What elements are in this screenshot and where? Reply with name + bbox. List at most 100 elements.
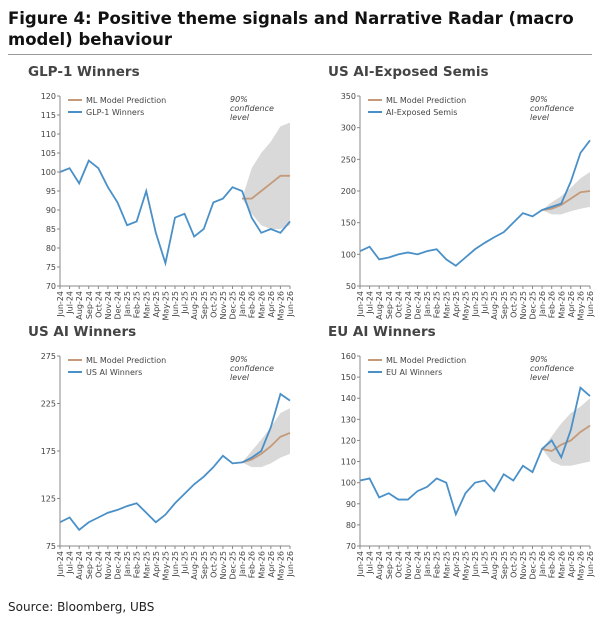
x-tick-label: May-25 [461,551,470,580]
x-tick-label: Nov-24 [404,291,413,319]
x-tick-label: Oct-25 [509,551,518,578]
y-tick-label: 70 [46,282,56,291]
x-tick-label: Aug-25 [490,551,499,580]
y-tick-label: 100 [341,479,356,488]
x-tick-label: Feb-26 [248,551,257,578]
x-tick-label: Jan-26 [538,291,547,317]
x-tick-label: Sep-25 [200,291,209,319]
x-tick-label: Jan-26 [238,291,247,317]
y-tick-label: 100 [341,250,356,259]
annotation: 90% confidence level [530,95,574,122]
y-tick-label: 200 [341,187,356,196]
y-tick-label: 50 [346,282,356,291]
confidence-band [242,122,290,229]
y-tick-label: 80 [46,244,56,253]
x-tick-label: Jul-24 [66,551,75,575]
legend-label: ML Model Prediction [86,356,166,365]
x-tick-label: Feb-25 [433,291,442,318]
y-tick-label: 85 [46,225,56,234]
x-tick-label: Oct-25 [209,291,218,318]
x-tick-label: Dec-24 [114,291,123,320]
x-tick-label: Jan-25 [423,291,432,317]
chart-panel: EU AI Winners 70 80 90 100 110 120 130 140 150 160… [328,324,595,580]
series-line [59,392,291,532]
x-tick-label: Jun-26 [586,551,595,578]
y-tick-label: 130 [341,415,356,424]
legend-label: ML Model Prediction [86,96,166,105]
x-tick-label: Dec-24 [414,551,423,580]
x-tick-label: Jun-26 [286,551,295,578]
x-tick-label: Jun-25 [171,291,180,318]
x-tick-label: Jun-24 [356,551,365,578]
y-tick-label: 115 [41,111,56,120]
y-tick-label: 80 [346,521,356,530]
x-tick-label: Jul-24 [366,291,375,315]
x-tick-label: Jun-25 [471,291,480,318]
legend-label: EU AI Winners [386,368,442,377]
confidence-band [542,398,590,466]
y-tick-label: 350 [341,92,356,101]
chart-title: US AI Winners [28,324,136,340]
x-tick-label: Feb-26 [548,291,557,318]
y-tick-label: 150 [341,219,356,228]
x-tick-label: Jan-26 [538,551,547,577]
x-tick-label: Nov-25 [519,291,528,319]
x-tick-label: Jun-25 [471,551,480,578]
x-tick-label: Apr-26 [567,551,576,577]
x-tick-label: Mar-25 [442,291,451,319]
x-tick-label: Dec-24 [414,291,423,320]
x-tick-label: Jul-24 [366,551,375,575]
annotation: 90% confidence level [530,355,574,382]
x-tick-label: Dec-24 [114,551,123,580]
x-tick-label: Nov-25 [219,291,228,319]
x-tick-label: Jun-26 [286,291,295,318]
x-tick-label: Jun-24 [356,291,365,318]
x-tick-label: Aug-25 [490,291,499,320]
x-tick-label: Aug-24 [75,551,84,580]
x-tick-label: Oct-24 [394,551,403,578]
x-tick-label: Dec-25 [229,291,238,320]
x-tick-label: Mar-26 [557,551,566,579]
x-tick-label: Mar-26 [257,291,266,319]
legend-label: US AI Winners [86,368,142,377]
x-tick-label: Sep-24 [385,551,394,579]
x-tick-label: Mar-25 [142,551,151,579]
x-tick-label: Aug-25 [190,291,199,320]
x-tick-label: May-25 [461,291,470,320]
y-tick-label: 100 [41,168,56,177]
x-tick-label: Jun-24 [56,551,65,578]
x-tick-label: Aug-25 [190,551,199,580]
y-tick-label: 95 [46,187,56,196]
y-tick-label: 250 [341,155,356,164]
x-tick-label: Apr-26 [267,551,276,577]
y-tick-label: 300 [341,124,356,133]
y-tick-label: 140 [341,394,356,403]
x-tick-label: Jul-25 [481,551,490,575]
x-tick-label: Apr-26 [567,291,576,317]
x-tick-label: May-26 [576,551,585,580]
series-line [359,139,591,267]
x-tick-label: Jan-25 [423,551,432,577]
y-tick-label: 120 [341,436,356,445]
x-tick-label: Nov-25 [519,551,528,579]
legend-label: GLP-1 Winners [86,108,144,117]
x-tick-label: Oct-25 [509,291,518,318]
y-tick-label: 175 [41,447,56,456]
y-tick-label: 70 [346,542,356,551]
x-tick-label: Jul-25 [181,291,190,315]
x-tick-label: Jan-25 [123,291,132,317]
x-tick-label: Apr-26 [267,291,276,317]
x-tick-label: Jan-25 [123,551,132,577]
x-tick-label: Jun-26 [586,291,595,318]
x-tick-label: Jun-24 [56,291,65,318]
x-tick-label: Sep-24 [85,551,94,579]
x-tick-label: Aug-24 [75,291,84,320]
legend-label: ML Model Prediction [386,356,466,365]
x-tick-label: Apr-25 [452,291,461,317]
y-tick-label: 160 [341,352,356,361]
y-tick-label: 90 [346,500,356,509]
x-tick-label: Oct-24 [94,291,103,318]
source-note: Source: Bloomberg, UBS [8,600,155,614]
